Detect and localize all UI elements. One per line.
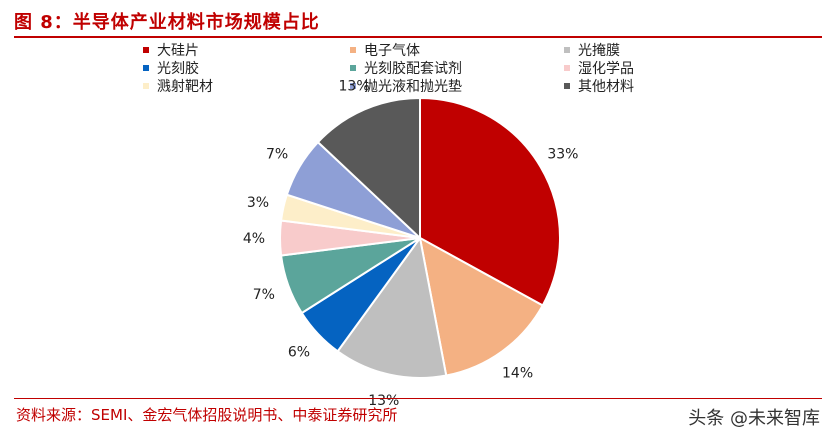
legend-label: 光掩膜 bbox=[578, 43, 620, 59]
slice-label: 14% bbox=[502, 365, 533, 381]
slice-label: 3% bbox=[247, 195, 269, 211]
slice-label: 7% bbox=[253, 287, 275, 303]
legend-swatch bbox=[350, 47, 356, 53]
legend-item: 其他材料 bbox=[564, 77, 634, 95]
legend-label: 光刻胶配套试剂 bbox=[364, 61, 462, 77]
slice-label: 7% bbox=[266, 146, 288, 162]
chart-title: 图 8：半导体产业材料市场规模占比 bbox=[14, 12, 320, 33]
footer-divider bbox=[14, 398, 822, 399]
legend-item: 湿化学品 bbox=[564, 59, 634, 77]
legend-label: 湿化学品 bbox=[578, 61, 634, 77]
pie-slice bbox=[419, 96, 561, 307]
slice-label: 13% bbox=[339, 79, 370, 95]
legend-item: 光刻胶配套试剂 bbox=[350, 59, 462, 77]
legend-item: 光掩膜 bbox=[564, 41, 620, 59]
pie-slice bbox=[418, 236, 545, 377]
legend-item: 光刻胶 bbox=[143, 59, 199, 77]
title-bar: 图 8：半导体产业材料市场规模占比 bbox=[14, 6, 822, 38]
slice-label: 13% bbox=[368, 393, 399, 409]
legend-swatch bbox=[564, 47, 570, 53]
legend-swatch bbox=[564, 65, 570, 71]
pie-slice bbox=[316, 96, 421, 241]
legend-item: 电子气体 bbox=[350, 41, 420, 59]
source-note: 资料来源：SEMI、金宏气体招股说明书、中泰证券研究所 bbox=[16, 406, 398, 424]
legend-label: 光刻胶 bbox=[157, 61, 199, 77]
legend-swatch bbox=[143, 47, 149, 53]
slice-label: 4% bbox=[243, 231, 265, 247]
legend-label: 大硅片 bbox=[157, 43, 199, 59]
legend-swatch bbox=[350, 65, 356, 71]
legend-label: 其他材料 bbox=[578, 79, 634, 95]
legend-swatch bbox=[143, 65, 149, 71]
legend-item: 抛光液和抛光垫 bbox=[350, 77, 462, 95]
legend-swatch bbox=[350, 83, 356, 89]
legend-swatch bbox=[564, 83, 570, 89]
legend-label: 溅射靶材 bbox=[157, 79, 213, 95]
pie-slice bbox=[336, 235, 448, 379]
legend-label: 抛光液和抛光垫 bbox=[364, 79, 462, 95]
slice-label: 33% bbox=[547, 146, 578, 162]
legend-item: 溅射靶材 bbox=[143, 77, 213, 95]
legend-label: 电子气体 bbox=[364, 43, 420, 59]
legend-item: 大硅片 bbox=[143, 41, 199, 59]
legend-swatch bbox=[143, 83, 149, 89]
slice-label: 6% bbox=[288, 345, 310, 361]
watermark: 头条 @未来智库 bbox=[688, 408, 820, 429]
legend: 大硅片 电子气体 光掩膜光刻胶 光刻胶配套试剂 湿化学品溅射靶材 抛光液和抛光垫 其他材料 bbox=[0, 0, 834, 100]
